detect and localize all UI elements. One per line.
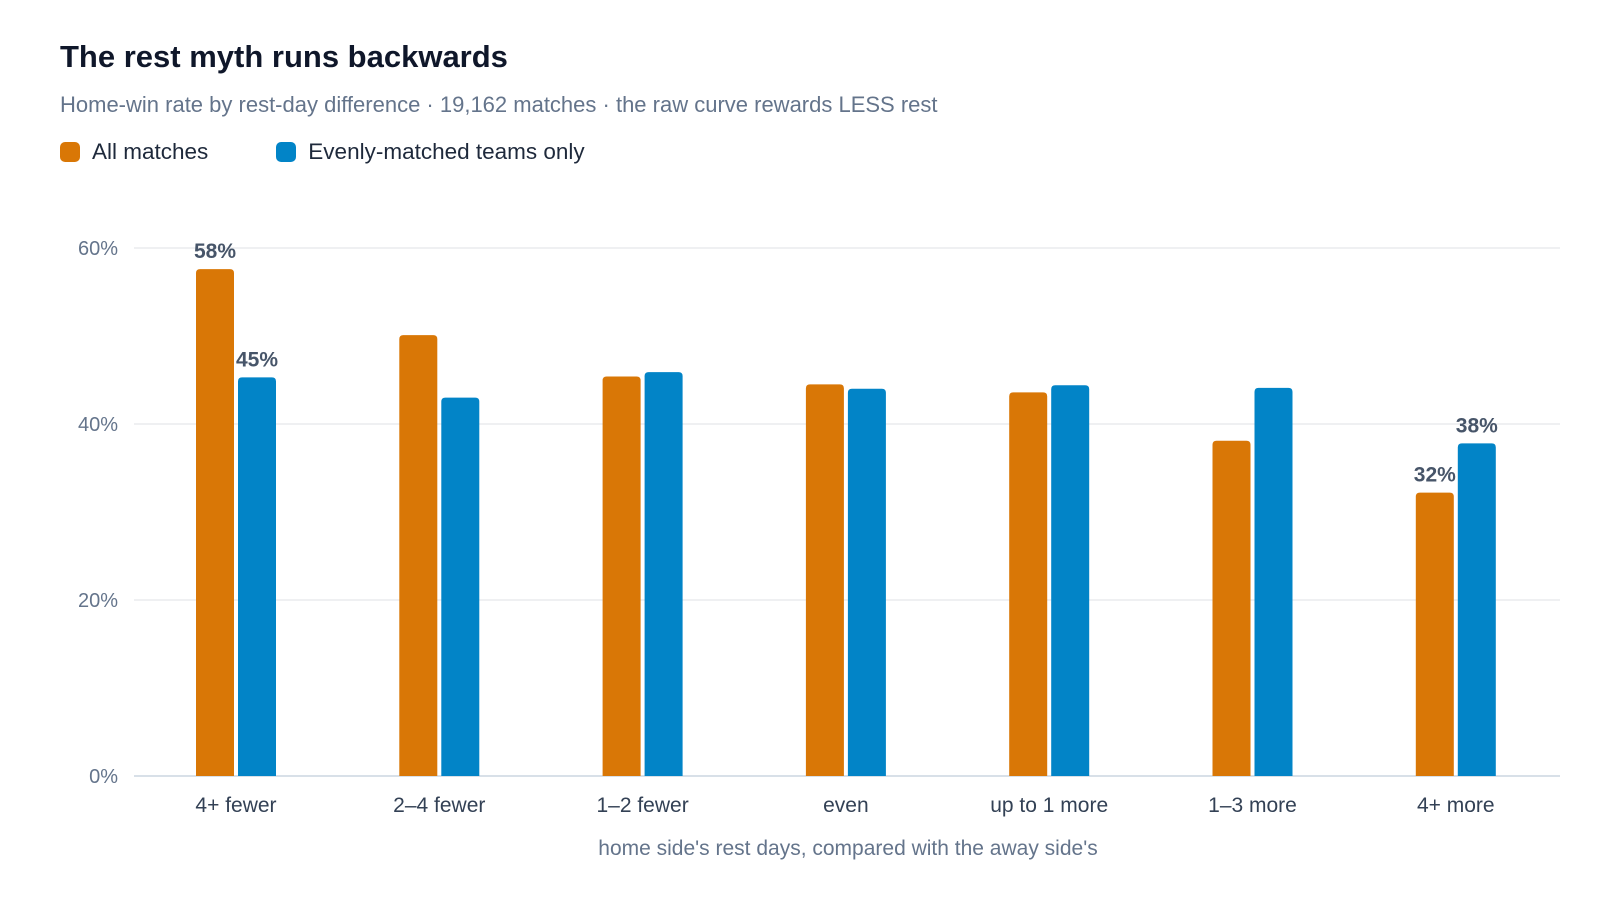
data-label: 32% [1414,464,1456,487]
bar-evenly-matched-5[interactable] [1254,387,1293,776]
chart-title: The rest myth runs backwards [60,39,508,74]
bar-evenly-matched-2[interactable] [644,372,683,776]
chart-legend: All matches Evenly-matched teams only [60,139,653,164]
bar-all-matches-0[interactable] [196,269,234,776]
x-tick-label: 1–3 more [1208,794,1297,817]
bar-evenly-matched-0[interactable] [238,377,276,776]
x-axis-ticks: 4+ fewer 2–4 fewer 1–2 fewer even up to 1 mo… [195,794,1494,817]
x-tick-label: 4+ more [1417,794,1495,817]
bar-all-matches-4[interactable] [1009,392,1048,776]
x-tick-label: even [823,794,869,817]
bar-all-matches-1[interactable] [399,335,438,776]
data-label: 45% [236,348,278,371]
data-labels: 58% 45% 32% 38% [194,240,1498,487]
legend-item-all-matches[interactable]: All matches [60,139,209,164]
legend-label-evenly-matched: Evenly-matched teams only [308,139,585,164]
y-axis-ticks: 0% 20% 40% 60% [78,238,118,788]
y-tick-label: 40% [78,414,118,436]
bars [196,269,1496,776]
x-tick-label: 2–4 fewer [393,794,485,817]
bar-evenly-matched-3[interactable] [847,388,886,776]
y-tick-label: 60% [78,238,118,260]
legend-swatch-evenly-matched [276,142,297,163]
legend-item-evenly-matched[interactable]: Evenly-matched teams only [276,139,585,164]
y-tick-label: 20% [78,590,118,612]
legend-swatch-all-matches [60,142,80,163]
bar-evenly-matched-6[interactable] [1457,443,1496,776]
chart-subtitle: Home-win rate by rest-day difference · 1… [60,92,938,117]
x-axis-label: home side's rest days, compared with the… [598,837,1097,860]
x-tick-label: 1–2 fewer [596,794,688,817]
bar-all-matches-5[interactable] [1212,440,1251,776]
bar-all-matches-2[interactable] [602,376,641,776]
bar-all-matches-3[interactable] [805,384,844,776]
y-tick-label: 0% [89,766,118,788]
bar-evenly-matched-4[interactable] [1051,385,1090,776]
bar-evenly-matched-1[interactable] [441,397,480,776]
data-label: 58% [194,240,236,263]
data-label: 38% [1456,414,1498,437]
gridlines [134,247,1560,777]
x-tick-label: up to 1 more [990,794,1108,817]
bar-all-matches-6[interactable] [1415,492,1454,776]
legend-label-all-matches: All matches [92,139,209,164]
x-tick-label: 4+ fewer [195,794,276,817]
